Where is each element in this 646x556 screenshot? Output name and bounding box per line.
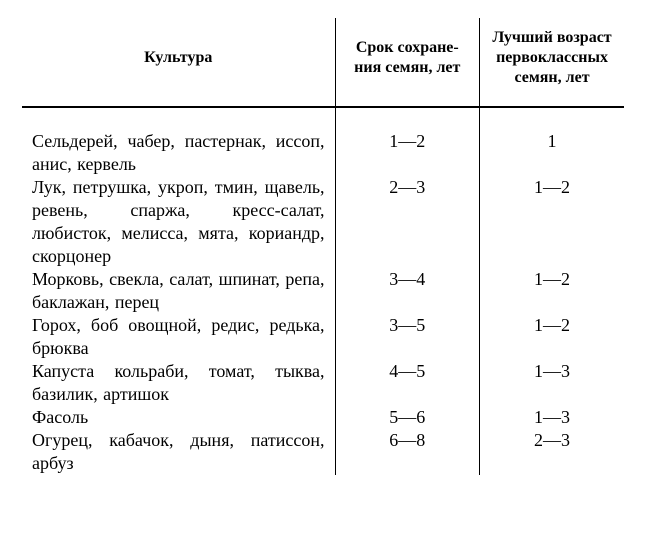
cell-crop: Огурец, кабачок, дыня, па­тиссон, арбуз [22,429,335,475]
cell-best: 1 [480,130,624,176]
cell-storage: 1—2 [335,130,479,176]
cell-crop: Фасоль [22,406,335,429]
table-row: Лук, петрушка, укроп, тмин, щавель, реве… [22,176,624,268]
cell-crop: Сельдерей, чабер, пастер­нак, иссоп, ани… [22,130,335,176]
cell-best: 1—3 [480,406,624,429]
table-row: Морковь, свекла, салат, шпинат, репа, ба… [22,268,624,314]
table-row: Фасоль 5—6 1—3 [22,406,624,429]
cell-storage: 5—6 [335,406,479,429]
table-row: Огурец, кабачок, дыня, па­тиссон, арбуз … [22,429,624,475]
table-header-row: Культура Срок сохране­ния семян, лет Луч… [22,18,624,107]
table-row: Горох, боб овощной, редис, редька, брюкв… [22,314,624,360]
cell-best: 1—2 [480,314,624,360]
col-best: Лучший воз­раст перво­классных семян, ле… [480,18,624,107]
cell-crop: Морковь, свекла, салат, шпинат, репа, ба… [22,268,335,314]
cell-crop: Капуста кольраби, томат, тыква, базилик,… [22,360,335,406]
cell-crop: Горох, боб овощной, редис, редька, брюкв… [22,314,335,360]
cell-storage: 6—8 [335,429,479,475]
cell-best: 2—3 [480,429,624,475]
table-spacer [22,107,624,130]
cell-best: 1—3 [480,360,624,406]
table-row: Капуста кольраби, томат, тыква, базилик,… [22,360,624,406]
cell-best: 1—2 [480,268,624,314]
col-crop: Культура [22,18,335,107]
col-storage: Срок сохране­ния семян, лет [335,18,479,107]
cell-crop: Лук, петрушка, укроп, тмин, щавель, реве… [22,176,335,268]
cell-storage: 4—5 [335,360,479,406]
cell-storage: 3—4 [335,268,479,314]
cell-storage: 2—3 [335,176,479,268]
cell-storage: 3—5 [335,314,479,360]
seed-storage-table: Культура Срок сохране­ния семян, лет Луч… [22,18,624,475]
cell-best: 1—2 [480,176,624,268]
table-row: Сельдерей, чабер, пастер­нак, иссоп, ани… [22,130,624,176]
